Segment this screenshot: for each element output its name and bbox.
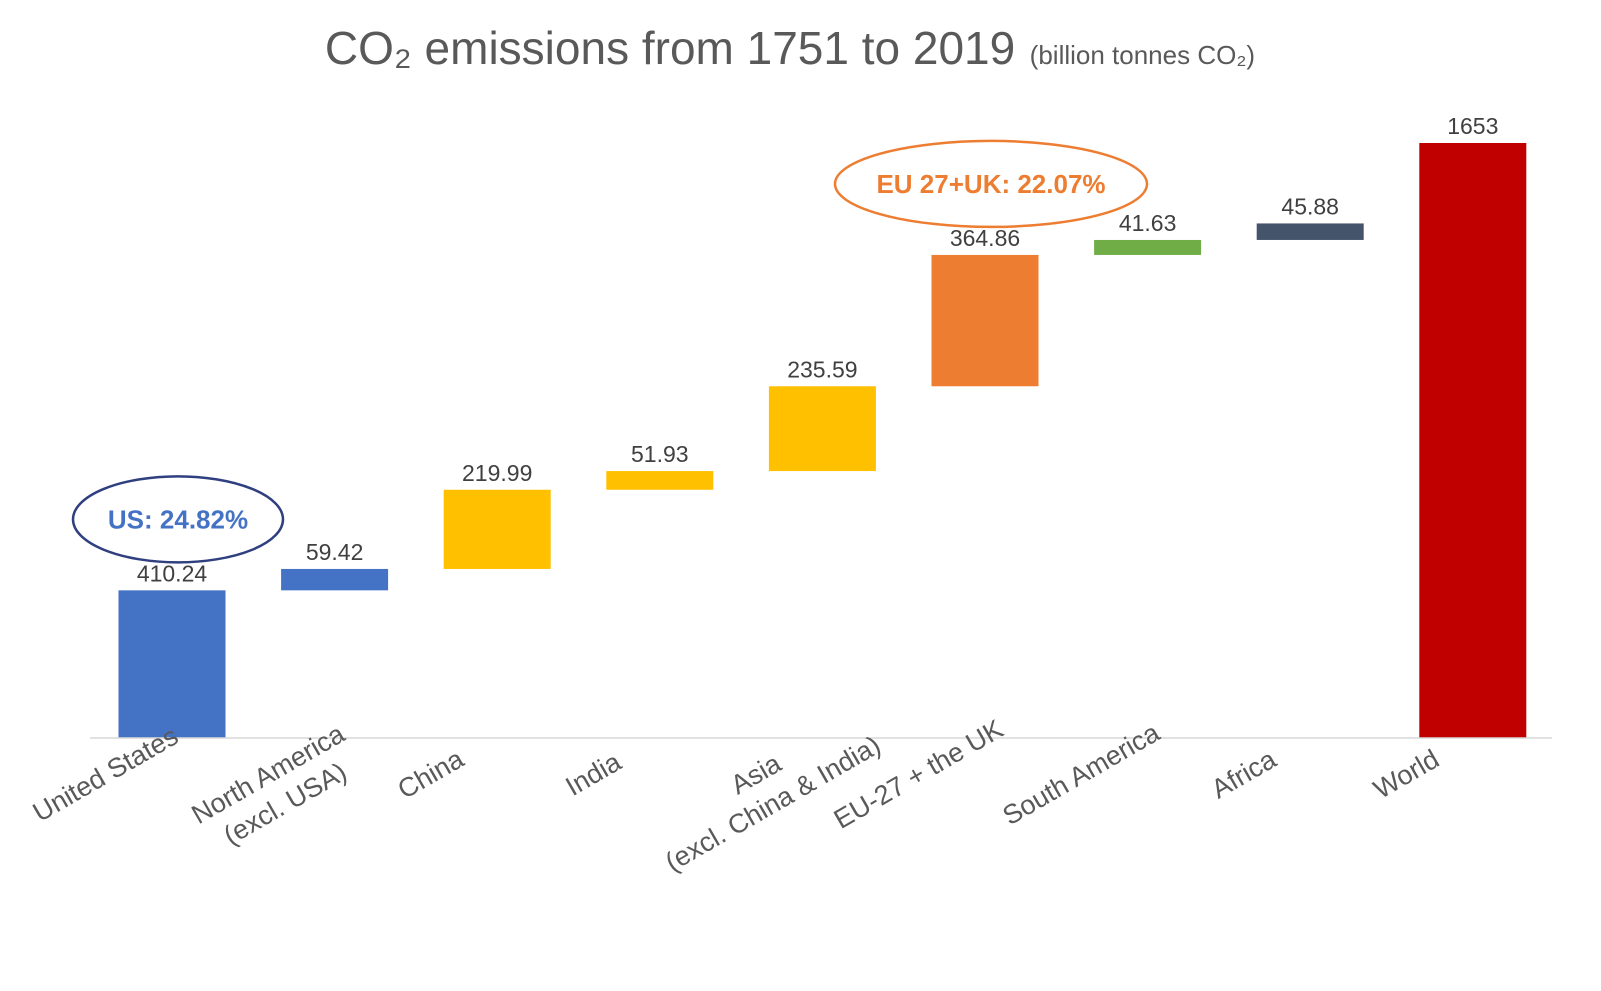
value-label-india: 51.93	[631, 441, 689, 467]
callouts-group: US: 24.82% EU 27+UK: 22.07%	[71, 139, 1149, 564]
value-label-china: 219.99	[462, 460, 532, 486]
callout-text: US: 24.82%	[108, 504, 248, 534]
category-label-united-states: United States	[28, 721, 183, 828]
bar-eu-27-the-uk	[931, 254, 1039, 387]
category-labels-group: United States North America(excl. USA) Chi…	[28, 714, 1444, 878]
bars-group	[118, 143, 1527, 738]
callout-united-states: US: 24.82%	[71, 475, 285, 564]
category-label-china: China	[393, 743, 470, 805]
value-label-united-states: 410.24	[137, 560, 208, 586]
chart-title-main: CO₂ emissions from 1751 to 2019	[325, 22, 1015, 74]
category-label-africa: Africa	[1206, 743, 1282, 804]
chart-title: CO₂ emissions from 1751 to 2019 (billion…	[325, 22, 1255, 74]
bar-world	[1419, 143, 1527, 738]
category-label-line: India	[560, 746, 627, 802]
category-label-line: China	[393, 743, 470, 805]
category-label-line: South America	[998, 717, 1166, 831]
category-label-line: World	[1368, 744, 1444, 805]
bar-china	[443, 489, 551, 569]
value-label-south-america: 41.63	[1119, 210, 1177, 236]
callout-ellipse	[833, 139, 1149, 229]
bar-south-america	[1094, 239, 1202, 255]
category-label-north-america: North America(excl. USA)	[187, 718, 352, 851]
category-label-asia: Asia(excl. China & India)	[660, 730, 886, 878]
callout-text: EU 27+UK: 22.07%	[876, 169, 1105, 199]
callout-ellipse	[71, 475, 285, 564]
value-label-asia: 235.59	[787, 356, 857, 382]
value-label-world: 1653	[1447, 113, 1498, 139]
category-label-india: India	[560, 746, 627, 802]
category-label-line: EU-27 + the UK	[829, 714, 1008, 835]
category-label-line: United States	[28, 721, 183, 828]
callout-eu-27-the-uk: EU 27+UK: 22.07%	[833, 139, 1149, 229]
value-label-north-america: 59.42	[306, 539, 364, 565]
bar-africa	[1256, 223, 1364, 240]
category-label-world: World	[1368, 744, 1444, 805]
category-label-south-america: South America	[998, 717, 1166, 831]
chart-title-unit: (billion tonnes CO₂)	[1030, 40, 1255, 70]
value-labels-group: 410.24 59.42 219.99 51.93 235.59 364.86 41.63 4…	[137, 113, 1499, 586]
bar-united-states	[118, 590, 226, 738]
bar-india	[606, 471, 714, 490]
bar-asia	[768, 386, 876, 472]
value-label-eu-27-the-uk: 364.86	[950, 225, 1020, 251]
bar-north-america	[281, 568, 389, 591]
value-label-africa: 45.88	[1281, 193, 1339, 219]
category-label-eu-27-the-uk: EU-27 + the UK	[829, 714, 1008, 835]
category-label-line: Africa	[1206, 743, 1282, 804]
